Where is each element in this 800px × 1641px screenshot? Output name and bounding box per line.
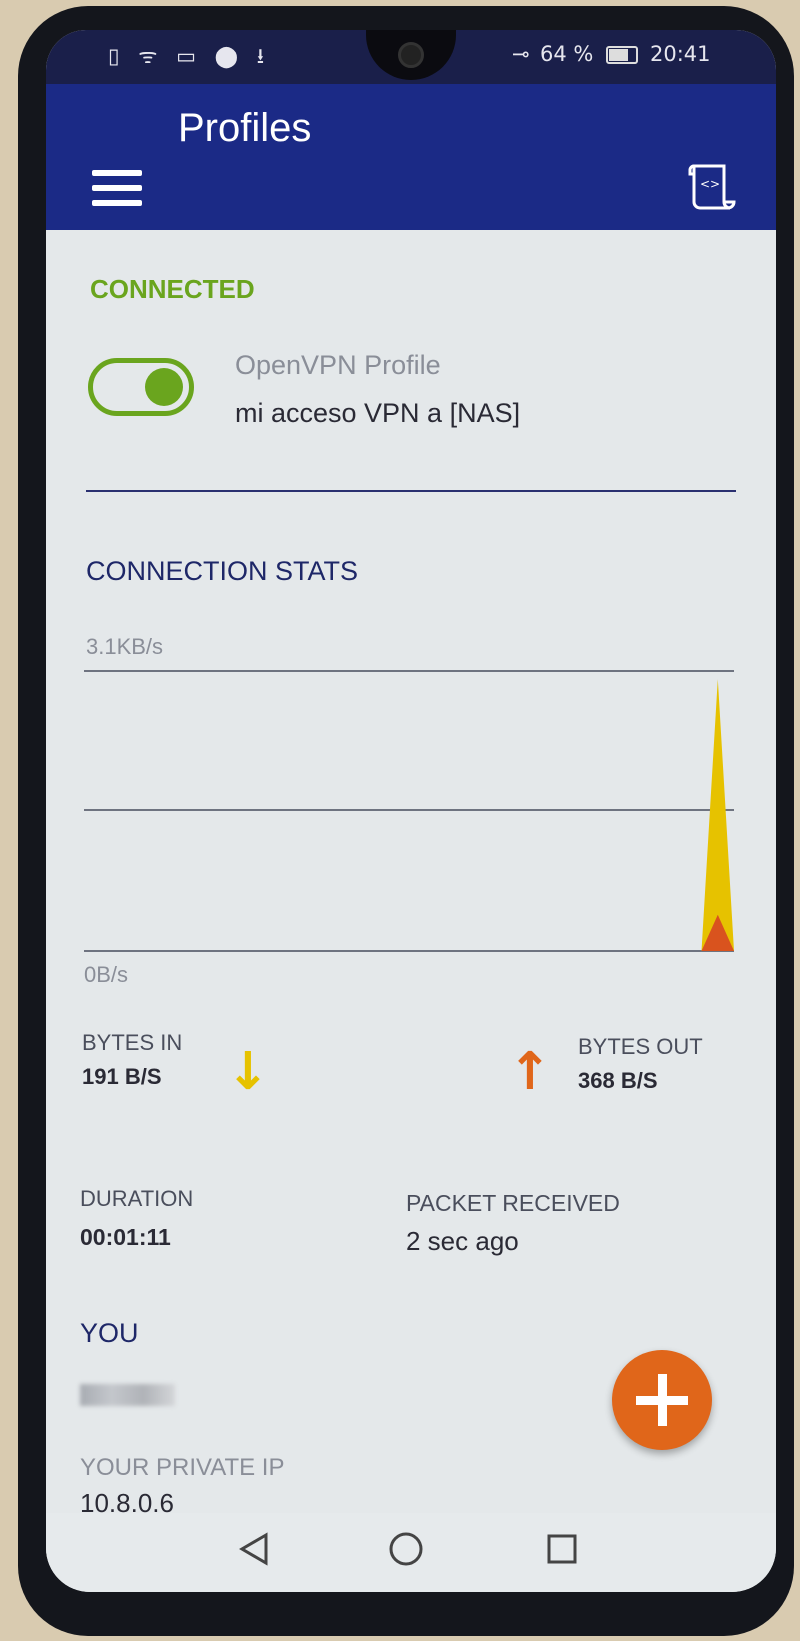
bytes-out-value: 368 B/S xyxy=(578,1068,658,1093)
series-area-1 xyxy=(84,914,734,951)
vpn-key-icon: ⊸ xyxy=(512,42,530,66)
duration-label: DURATION xyxy=(80,1186,194,1211)
battery-icon xyxy=(606,46,638,64)
screen: ▯ ᯤ ▭ ⬤ ⭳ ⊸ 64 % 20:41 <> Profiles CONNE… xyxy=(46,30,776,1592)
status-icons-left: ▯ ᯤ ▭ ⬤ ⭳ xyxy=(108,44,271,68)
add-profile-button[interactable] xyxy=(612,1350,712,1450)
packet-received-label: PACKET RECEIVED xyxy=(406,1190,620,1216)
navigation-bar xyxy=(46,1513,776,1592)
packet-received-value: 2 sec ago xyxy=(406,1226,519,1256)
profile-name[interactable]: mi acceso VPN a [NAS] xyxy=(235,398,521,428)
vpn-toggle[interactable] xyxy=(88,358,194,416)
redacted-public-ip xyxy=(80,1384,175,1406)
camera xyxy=(398,42,424,68)
stats-heading: CONNECTION STATS xyxy=(86,556,359,586)
gridline-mid xyxy=(84,809,734,811)
gridline-bottom xyxy=(84,950,734,952)
toggle-knob xyxy=(145,368,183,406)
log-script-icon[interactable]: <> xyxy=(686,160,740,214)
profile-type: OpenVPN Profile xyxy=(235,350,441,380)
divider xyxy=(86,490,736,492)
bytes-out-label: BYTES OUT xyxy=(578,1034,703,1059)
traffic-chart xyxy=(84,679,734,951)
y-max-label: 3.1KB/s xyxy=(86,634,164,659)
series-area-0 xyxy=(84,679,734,951)
page-title: Profiles xyxy=(178,106,312,150)
private-ip-label: YOUR PRIVATE IP xyxy=(80,1454,285,1481)
duration-value: 00:01:11 xyxy=(80,1224,171,1250)
y-min-label: 0B/s xyxy=(84,962,129,987)
bytes-in-value: 191 B/S xyxy=(82,1064,162,1089)
recents-icon[interactable] xyxy=(544,1531,580,1567)
back-icon[interactable] xyxy=(236,1531,272,1567)
clock: 20:41 xyxy=(650,42,711,66)
gridline-top xyxy=(84,670,734,672)
connection-status: CONNECTED xyxy=(90,274,255,304)
arrow-down-icon: ↓ xyxy=(226,1042,270,1102)
bytes-in-label: BYTES IN xyxy=(82,1030,183,1055)
home-icon[interactable] xyxy=(388,1531,424,1567)
svg-text:<>: <> xyxy=(700,177,720,191)
battery-percent: 64 % xyxy=(540,42,594,66)
arrow-up-icon: ↑ xyxy=(508,1042,552,1102)
you-heading: YOU xyxy=(80,1318,139,1348)
app-bar: <> xyxy=(46,84,776,230)
